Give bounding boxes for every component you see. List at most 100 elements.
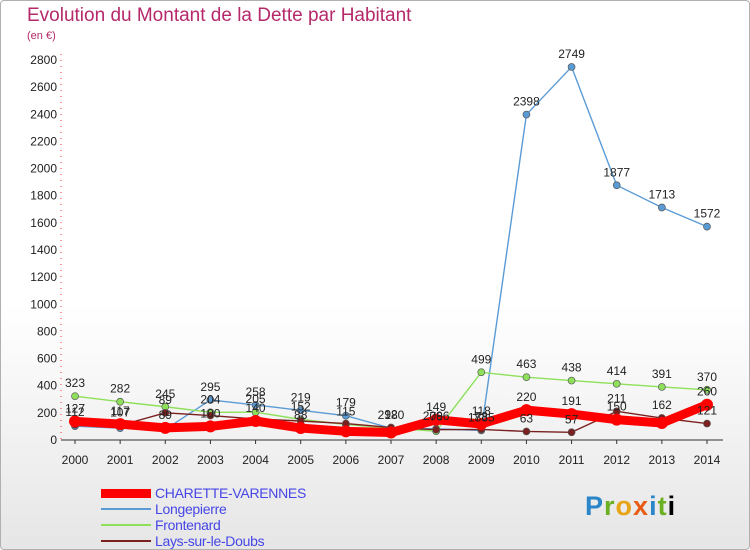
data-label: 57 [565, 412, 579, 426]
legend-swatch [101, 508, 151, 510]
y-tick-label: 1400 [30, 243, 57, 257]
data-label: 127 [65, 401, 85, 415]
data-label: 205 [246, 392, 266, 406]
data-point [69, 415, 81, 428]
data-point [703, 385, 711, 394]
y-tick-label: 2800 [30, 53, 57, 67]
legend-label: Lays-sur-le-Doubs [155, 533, 265, 549]
y-tick-label: 2400 [30, 107, 57, 121]
data-point [430, 413, 443, 426]
data-label: 2749 [558, 47, 585, 61]
data-point [703, 419, 711, 428]
x-tick-label: 2012 [603, 453, 630, 467]
data-point [385, 426, 397, 439]
data-point [522, 110, 531, 119]
data-label: 89 [159, 393, 173, 407]
data-point [612, 379, 621, 388]
data-label: 260 [697, 385, 717, 399]
legend-label: CHARETTE-VARENNES [155, 485, 306, 501]
data-label: 295 [200, 380, 220, 394]
data-label: 191 [562, 394, 582, 408]
data-label: 76 [429, 410, 443, 424]
data-point [567, 428, 576, 437]
y-tick-label: 0 [50, 433, 57, 447]
data-point [655, 417, 668, 430]
y-tick-label: 1600 [30, 216, 57, 230]
data-point [339, 425, 352, 438]
data-label: 219 [291, 390, 311, 404]
data-label: 258 [246, 385, 266, 399]
chart-unit: (en €) [27, 30, 56, 42]
legend-label: Longepierre [155, 501, 227, 517]
x-tick-label: 2007 [378, 453, 405, 467]
data-point [567, 63, 576, 71]
data-label: 1835 [468, 410, 495, 424]
legend-swatch [101, 524, 151, 526]
data-label: 118 [472, 404, 491, 418]
x-tick-label: 2002 [152, 453, 179, 467]
chart-data-labels: 127 117 89 100 140 88 149 118 220 191 150 260 295 258… [65, 47, 721, 426]
data-label: 1572 [694, 207, 721, 221]
data-point [520, 404, 533, 417]
x-tick-label: 2009 [468, 453, 495, 467]
y-tick-label: 600 [37, 352, 57, 366]
logo-letter: i [667, 491, 677, 521]
x-tick-label: 2014 [694, 453, 721, 467]
x-tick-label: 2001 [107, 453, 134, 467]
data-label: 115 [336, 404, 355, 418]
x-tick-label: 2006 [333, 453, 360, 467]
data-point [612, 181, 621, 190]
data-label: 112 [65, 405, 84, 419]
x-tick-label: 2003 [197, 453, 224, 467]
data-label: 1713 [649, 188, 676, 202]
chart-title: Evolution du Montant de la Dette par Hab… [27, 5, 412, 26]
data-label: 211 [607, 391, 626, 405]
data-label: 370 [697, 370, 717, 384]
legend-swatch [101, 488, 151, 498]
legend-swatch [101, 540, 151, 542]
data-point [204, 420, 217, 433]
data-label: 220 [516, 390, 536, 404]
data-point [658, 383, 666, 391]
data-label: 121 [697, 404, 717, 418]
data-label: 152 [291, 399, 311, 413]
y-tick-label: 1000 [30, 297, 57, 311]
data-label: 107 [110, 405, 130, 419]
data-point [567, 376, 576, 385]
data-label: 2096 [423, 409, 450, 423]
chart-lines [69, 63, 713, 439]
logo-letter: i [649, 491, 658, 521]
y-tick-label: 400 [37, 379, 57, 393]
y-tick-label: 1200 [30, 270, 57, 284]
data-label: 1877 [603, 165, 630, 179]
data-label: 204 [200, 392, 220, 406]
data-label: 323 [65, 376, 85, 390]
data-label: 89 [159, 408, 173, 422]
data-point [114, 418, 127, 431]
data-point [206, 396, 215, 404]
data-label: 149 [426, 400, 446, 414]
data-label: 391 [652, 367, 672, 381]
logo-letter: P [585, 491, 605, 521]
data-label: 438 [562, 361, 582, 375]
data-point [116, 397, 124, 406]
data-label: 88 [294, 408, 308, 422]
data-point [475, 417, 488, 430]
x-tick-label: 2005 [287, 453, 314, 467]
data-point [658, 203, 666, 212]
data-point [71, 392, 79, 401]
data-label: 414 [607, 364, 627, 378]
y-tick-label: 2600 [30, 80, 57, 94]
data-label: 100 [200, 406, 220, 420]
x-tick-label: 2000 [62, 453, 89, 467]
data-point [296, 406, 305, 415]
data-label: 92 [384, 408, 398, 422]
logo-letter: o [615, 491, 634, 521]
data-label: 463 [516, 357, 536, 371]
data-point [161, 409, 170, 417]
data-point [249, 415, 262, 427]
y-tick-label: 200 [37, 406, 57, 420]
data-label: 63 [520, 411, 534, 425]
